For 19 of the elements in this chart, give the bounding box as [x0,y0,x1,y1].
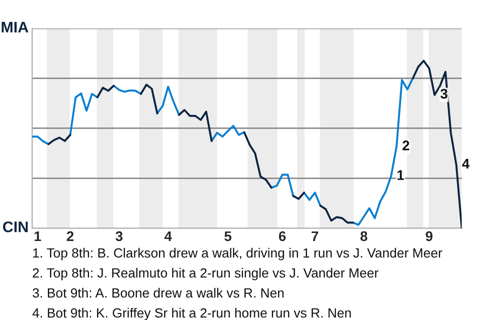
annotation: 4 [462,158,470,168]
text: 4. Bot 9th: K. Griffey Sr hit a 2-run home run vs R. Nen [32,308,351,320]
text: 2. Top 8th: J. Realmuto hit a 2-run single vs J. Vander Meer [32,268,378,280]
annotation: 2 [402,140,410,150]
text: 3. Bot 9th: A. Boone drew a walk vs R. Nen [32,288,284,298]
x-tick-label: 2 [66,231,74,242]
annotation: 3 [440,88,448,99]
x-tick-label: 6 [278,231,286,242]
x-tick-label: 5 [224,231,232,242]
x-tick-label: 9 [426,231,432,242]
x-tick-label: 4 [164,231,172,242]
annotation: 1 [397,170,404,180]
x-tick-label: 3 [116,231,123,242]
text: 1. Top 8th: B. Clarkson drew a walk, driving in 1 run vs J. Vander Meer [33,248,442,260]
text: CIN [3,221,28,232]
x-tick-label: 7 [312,231,318,242]
x-tick-label: 8 [360,231,368,242]
text: MIA [2,22,28,32]
x-tick-label: 1 [34,231,42,242]
